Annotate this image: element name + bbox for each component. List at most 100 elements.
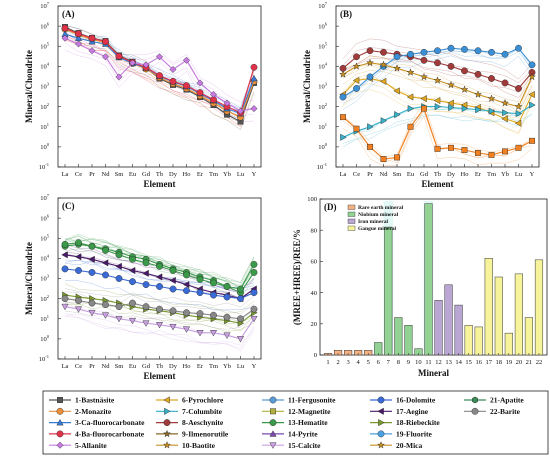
data-point — [421, 105, 427, 112]
x-tick-label: 4 — [357, 359, 361, 366]
x-tick-label: Sm — [393, 171, 402, 178]
data-point — [461, 67, 468, 75]
data-point — [394, 111, 401, 119]
data-point — [142, 320, 150, 327]
legend-label: 3-Ca-fluorocarbonate — [75, 418, 145, 427]
background-line — [64, 261, 255, 289]
y-tick-label: 106 — [40, 21, 50, 30]
data-point — [169, 323, 177, 331]
x-tick-label: 17 — [486, 359, 493, 366]
x-tick-label: Y — [252, 171, 257, 178]
data-point — [115, 262, 122, 270]
data-point — [115, 303, 123, 311]
legend-marker — [269, 419, 277, 426]
legend-label: 20-Mica — [396, 441, 422, 450]
legend-marker — [164, 407, 171, 415]
data-point — [115, 251, 123, 259]
data-point — [101, 259, 109, 267]
data-point — [61, 24, 69, 32]
background-line — [342, 70, 533, 114]
data-point — [433, 97, 441, 105]
data-point — [142, 269, 149, 277]
x-tick-label: Ho — [183, 171, 191, 178]
legend-item: 15-Calcite — [262, 441, 321, 450]
x-tick-label: Dy — [447, 171, 456, 178]
series-8-aeschynite — [339, 47, 536, 92]
legend-item: 8-Aeschynite — [156, 418, 224, 427]
x-tick-label: La — [340, 171, 347, 178]
data-point — [128, 266, 136, 275]
y-tick-label: 100 — [40, 334, 50, 343]
data-point — [102, 246, 109, 254]
data-point — [474, 70, 482, 78]
x-tick-label: 18 — [496, 359, 503, 366]
data-point — [155, 273, 163, 281]
legend-marker — [378, 419, 385, 427]
background-line — [342, 112, 533, 148]
legend-marker — [56, 441, 64, 449]
data-point — [102, 38, 109, 46]
data-point — [169, 307, 177, 315]
data-point — [196, 276, 204, 283]
data-point — [250, 305, 258, 313]
x-tick-label: Er — [197, 171, 204, 178]
legend-marker — [163, 429, 171, 438]
x-tick-label: Eu — [129, 171, 137, 178]
data-point — [196, 289, 204, 296]
series-11-fergusonite — [339, 44, 536, 101]
legend-label: 12-Magnetite — [288, 407, 331, 416]
legend-swatch — [347, 218, 356, 224]
data-point — [142, 303, 150, 311]
legend-marker — [377, 441, 385, 449]
background-line — [342, 89, 533, 135]
data-point — [156, 53, 163, 61]
data-point — [447, 44, 455, 52]
data-point — [210, 311, 217, 319]
legend-marker — [56, 407, 64, 415]
data-point — [74, 253, 82, 261]
legend-item: 17-Aegine — [370, 407, 429, 416]
x-tick-label: 14 — [455, 359, 462, 366]
y-tick-label: 104 — [40, 254, 50, 263]
y-tick-label: 10-1 — [317, 162, 327, 171]
x-tick-label: Tb — [156, 171, 163, 178]
data-point — [447, 62, 455, 70]
background-line — [342, 104, 533, 139]
data-point — [115, 275, 123, 282]
data-point — [88, 255, 95, 263]
data-point — [223, 313, 231, 321]
data-point — [61, 251, 68, 259]
x-tick-label: Pr — [367, 171, 374, 178]
x-tick-label: 11 — [425, 359, 431, 366]
data-point — [237, 315, 244, 323]
x-tick-label: Pr — [89, 363, 96, 370]
data-point — [61, 265, 69, 273]
data-point — [339, 70, 347, 78]
series-5-allanite — [61, 34, 258, 115]
legend-marker — [377, 407, 384, 415]
data-point — [75, 239, 82, 247]
y-tick-label: 101 — [318, 122, 327, 131]
data-point — [169, 77, 177, 85]
data-point — [196, 330, 204, 337]
y-tick-label: 101 — [40, 314, 49, 323]
data-point — [501, 50, 509, 58]
data-point — [210, 279, 217, 287]
data-point — [406, 93, 414, 101]
y-tick-label: 101 — [40, 122, 49, 131]
data-point — [461, 45, 468, 53]
data-point — [488, 48, 495, 56]
legend-item: 19-Fluorite — [370, 430, 432, 439]
background-line — [64, 253, 255, 299]
series-22-barite — [61, 295, 258, 323]
data-point — [340, 114, 346, 121]
data-point — [487, 94, 496, 102]
legend-item: 9-Ilmenorutile — [156, 430, 229, 439]
x-tick-label: Tm — [487, 171, 496, 178]
data-point — [88, 309, 96, 317]
data-point — [352, 62, 361, 70]
y-tick-label: 102 — [40, 102, 49, 111]
data-point — [420, 56, 428, 64]
y-tick-label: 104 — [318, 62, 328, 71]
